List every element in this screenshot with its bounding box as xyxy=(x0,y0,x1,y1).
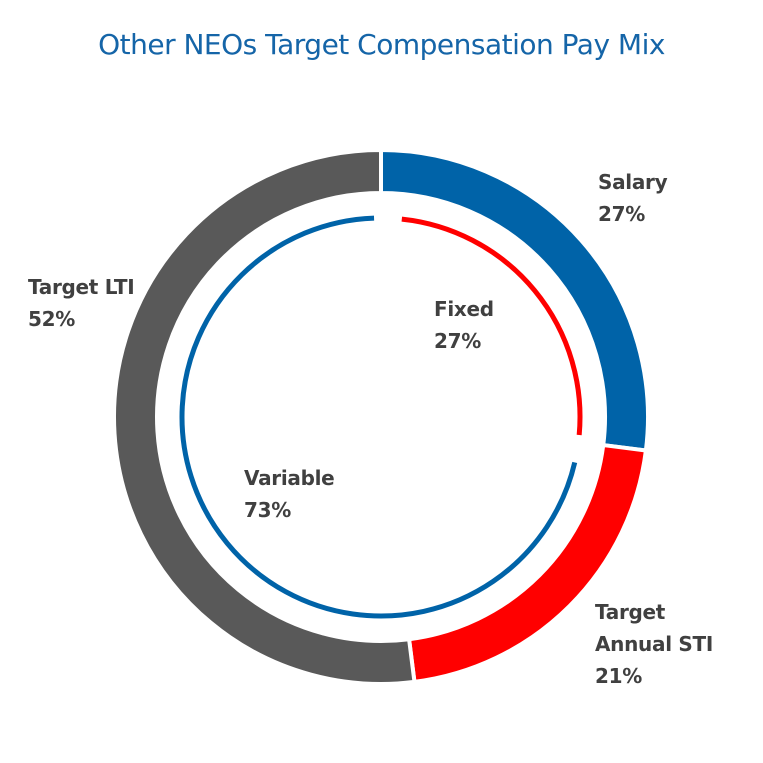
label-sti-name-2: Annual STI xyxy=(595,632,713,656)
label-fixed: Fixed 27% xyxy=(434,293,494,357)
segment-lti xyxy=(112,147,417,686)
label-salary-pct: 27% xyxy=(598,202,645,226)
label-lti-name: Target LTI xyxy=(28,275,135,299)
arc-fixed xyxy=(401,216,583,436)
chart-title: Other NEOs Target Compensation Pay Mix xyxy=(98,28,665,61)
label-lti: Target LTI 52% xyxy=(28,271,135,335)
label-lti-pct: 52% xyxy=(28,307,75,331)
inner-ring xyxy=(179,215,583,619)
label-fixed-name: Fixed xyxy=(434,297,494,321)
label-salary: Salary 27% xyxy=(598,166,668,230)
label-variable-name: Variable xyxy=(244,466,335,490)
label-fixed-pct: 27% xyxy=(434,329,481,353)
outer-ring xyxy=(112,147,650,686)
label-variable-pct: 73% xyxy=(244,498,291,522)
arc-variable xyxy=(179,215,578,619)
label-variable: Variable 73% xyxy=(244,462,335,526)
label-sti-pct: 21% xyxy=(595,664,642,688)
label-salary-name: Salary xyxy=(598,170,668,194)
label-sti-name-1: Target xyxy=(595,600,666,624)
label-sti: Target Annual STI 21% xyxy=(595,596,713,692)
